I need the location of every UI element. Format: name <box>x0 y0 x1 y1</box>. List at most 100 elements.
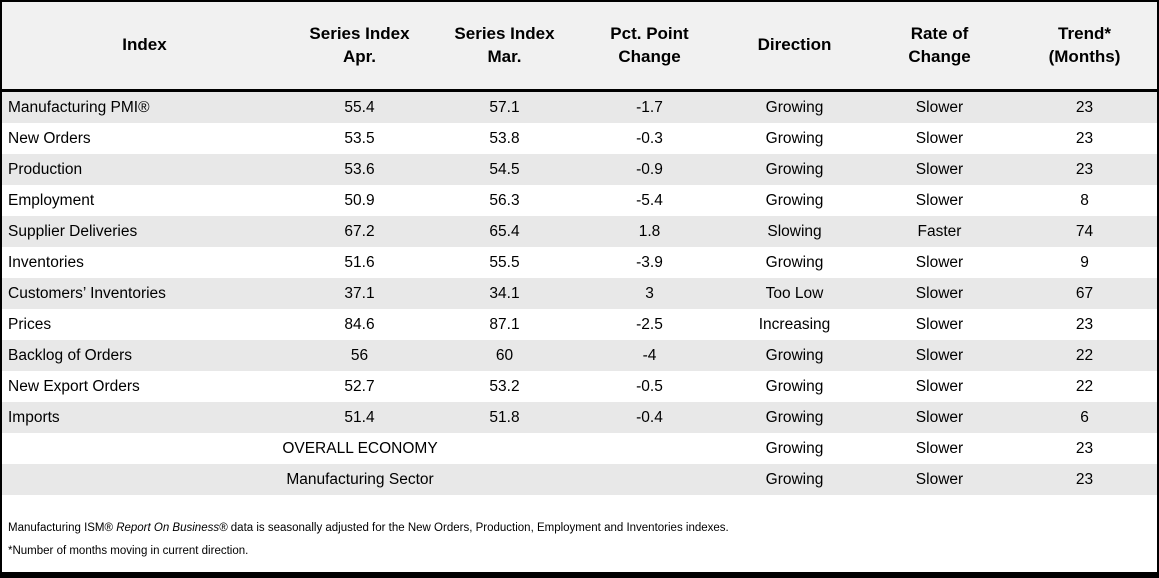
footnote-text-prefix: Manufacturing ISM® <box>8 522 117 534</box>
cell-series_index_mar: 65.4 <box>489 222 520 240</box>
footnote-trend-note: *Number of months moving in current dire… <box>8 544 249 557</box>
cell-index: Backlog of Orders <box>8 346 133 364</box>
cell-rate_of_change: Slower <box>915 408 964 426</box>
cell-series_index_apr: 51.4 <box>344 408 375 426</box>
cell-rate_of_change: Slower <box>915 315 964 333</box>
cell-trend_months: 23 <box>1075 439 1094 457</box>
cell-trend_months: 23 <box>1075 98 1094 116</box>
cell-index: Customers’ Inventories <box>8 284 166 302</box>
table-row: Production 53.6 54.5 -0.9 Growing Slower 23 <box>2 154 1157 185</box>
cell-index: Supplier Deliveries <box>8 222 138 240</box>
cell-trend_months: 67 <box>1075 284 1094 302</box>
cell-direction: Slowing <box>767 222 822 240</box>
cell-series_index_mar: 51.8 <box>489 408 520 426</box>
cell-series_index_mar: 54.5 <box>489 160 520 178</box>
cell-direction: Growing <box>765 129 824 147</box>
cell-pct_point_change <box>577 433 722 464</box>
cell-direction: Growing <box>765 439 824 457</box>
cell-rate_of_change: Slower <box>915 284 964 302</box>
cell-pct_point_change: -0.4 <box>636 408 663 426</box>
table-row: Imports 51.4 51.8 -0.4 Growing Slower 6 <box>2 402 1157 433</box>
footnote-text-suffix: data is seasonally adjusted for the New … <box>227 522 729 534</box>
cell-index: Production <box>8 160 83 178</box>
footnote-report-on-business-title: Report On Business® <box>116 522 228 534</box>
cell-trend_months: 8 <box>1080 191 1089 209</box>
column-header-rate_of_change: Rate of Change <box>867 2 1012 92</box>
cell-series_index_apr: 84.6 <box>344 315 375 333</box>
cell-rate_of_change: Slower <box>915 470 964 488</box>
header-row: Index Series Index Apr. Series Index Mar. P… <box>2 2 1157 92</box>
cell-rate_of_change: Slower <box>915 253 964 271</box>
cell-rate_of_change: Slower <box>915 129 964 147</box>
cell-trend_months: 23 <box>1075 470 1094 488</box>
cell-trend_months: 23 <box>1075 160 1094 178</box>
table-row: New Orders 53.5 53.8 -0.3 Growing Slower 23 <box>2 123 1157 154</box>
column-header-pct_point_change: Pct. Point Change <box>577 2 722 92</box>
summary-row: OVERALL ECONOMY Growing Slower 23 <box>2 433 1157 464</box>
data-table: Index Series Index Apr. Series Index Mar. P… <box>2 2 1157 495</box>
cell-pct_point_change: -0.3 <box>636 129 663 147</box>
table-row: New Export Orders 52.7 53.2 -0.5 Growing Slow… <box>2 371 1157 402</box>
cell-direction: Growing <box>765 470 824 488</box>
cell-series_index_mar: 56.3 <box>489 191 520 209</box>
column-header-direction: Direction <box>722 2 867 92</box>
cell-index: Prices <box>8 315 52 333</box>
cell-series_index_mar: 53.2 <box>489 377 520 395</box>
cell-series_index_apr: 55.4 <box>344 98 375 116</box>
cell-series_index_mar: 34.1 <box>489 284 520 302</box>
cell-series_index_mar: 55.5 <box>489 253 520 271</box>
cell-pct_point_change: -4 <box>642 346 657 364</box>
cell-series_index_mar: 87.1 <box>489 315 520 333</box>
cell-index: Employment <box>8 191 95 209</box>
cell-series_index_apr: 56 <box>350 346 369 364</box>
table-row: Manufacturing PMI® 55.4 57.1 -1.7 Growing Slo… <box>2 90 1157 123</box>
cell-rate_of_change: Slower <box>915 98 964 116</box>
cell-series_index_apr: 53.6 <box>344 160 375 178</box>
cell-series_index_mar: 57.1 <box>489 98 520 116</box>
cell-direction: Too Low <box>765 284 824 302</box>
cell-trend_months: 23 <box>1075 315 1094 333</box>
footnotes: Manufacturing ISM® Report On Business® d… <box>2 495 1157 559</box>
table-row: Backlog of Orders 56 60 -4 Growing Slower 22 <box>2 340 1157 371</box>
cell-pct_point_change: -5.4 <box>636 191 663 209</box>
cell-series_index_apr: 53.5 <box>344 129 375 147</box>
cell-series_index_apr: 67.2 <box>344 222 375 240</box>
cell-trend_months: 6 <box>1080 408 1089 426</box>
summary-row-label: Manufacturing Sector <box>286 470 434 488</box>
cell-pct_point_change: -3.9 <box>636 253 663 271</box>
table-body: Manufacturing PMI® 55.4 57.1 -1.7 Growing Slo… <box>2 90 1157 495</box>
cell-pct_point_change: -2.5 <box>636 315 663 333</box>
table-row: Inventories 51.6 55.5 -3.9 Growing Slower 9 <box>2 247 1157 278</box>
cell-index: New Orders <box>8 129 91 147</box>
cell-pct_point_change: -1.7 <box>636 98 663 116</box>
cell-direction: Growing <box>765 191 824 209</box>
summary-row-label: OVERALL ECONOMY <box>282 439 438 457</box>
cell-rate_of_change: Slower <box>915 377 964 395</box>
cell-rate_of_change: Slower <box>915 439 964 457</box>
cell-direction: Growing <box>765 346 824 364</box>
cell-trend_months: 22 <box>1075 377 1094 395</box>
cell-rate_of_change: Slower <box>915 160 964 178</box>
cell-series_index_apr: 52.7 <box>344 377 375 395</box>
cell-index: Manufacturing PMI® <box>8 98 150 116</box>
cell-trend_months: 9 <box>1080 253 1089 271</box>
cell-pct_point_change: -0.5 <box>636 377 663 395</box>
column-header-index: Index <box>2 2 287 92</box>
cell-direction: Growing <box>765 253 824 271</box>
column-header-trend_months: Trend* (Months) <box>1012 2 1157 92</box>
cell-direction: Increasing <box>758 315 831 333</box>
cell-rate_of_change: Slower <box>915 346 964 364</box>
cell-direction: Growing <box>765 98 824 116</box>
cell-pct_point_change <box>577 464 722 495</box>
table-row: Prices 84.6 87.1 -2.5 Increasing Slower 23 <box>2 309 1157 340</box>
table-row: Customers’ Inventories 37.1 34.1 3 Too Low Sl… <box>2 278 1157 309</box>
table-row: Employment 50.9 56.3 -5.4 Growing Slower 8 <box>2 185 1157 216</box>
column-header-series_index_apr: Series Index Apr. <box>287 2 432 92</box>
cell-direction: Growing <box>765 408 824 426</box>
cell-pct_point_change: 3 <box>645 284 654 302</box>
cell-series_index_mar: 60 <box>495 346 514 364</box>
cell-index: Imports <box>8 408 60 426</box>
summary-row: Manufacturing Sector Growing Slower 23 <box>2 464 1157 495</box>
footnote-seasonal-adjustment: Manufacturing ISM® Report On Business® d… <box>8 521 1151 537</box>
